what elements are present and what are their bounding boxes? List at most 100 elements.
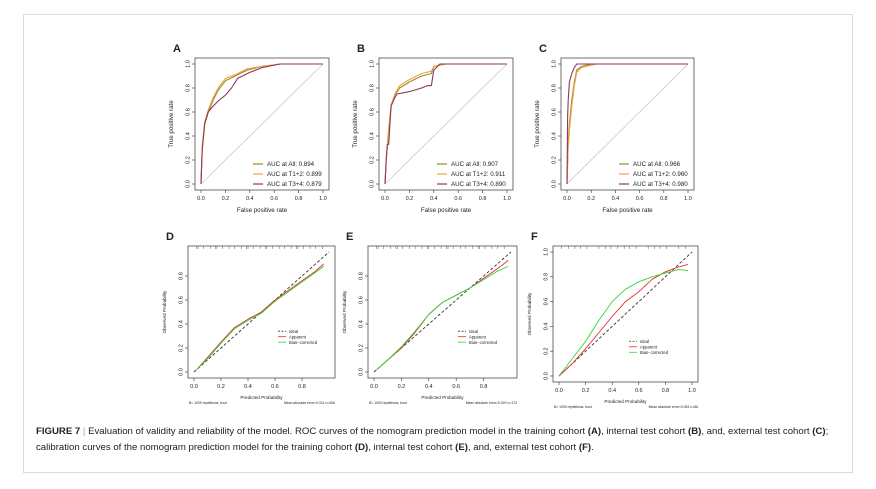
y-tick-label-c: 1.0 [551,60,557,68]
panel-letter-d: D [166,231,174,243]
series-line-f-apparent [558,263,689,377]
x-tick-label-c: 0.6 [636,196,644,202]
y-tick-label-d: 0.4 [178,320,184,328]
legend-label-c: AUC at T1+2: 0.960 [633,171,688,178]
x-axis-label-a: False positive rate [237,207,288,214]
plot-frame-e [367,245,518,379]
figure-frame [23,14,853,473]
y-tick-label-d: 0.8 [178,272,184,280]
x-tick-label-f: 0.6 [635,388,643,394]
x-tick-label-d: 0.4 [244,384,252,390]
y-tick-label-e: 0.8 [358,272,364,280]
x-tick-label-b: 0.6 [454,196,462,202]
plot-frame-a [194,57,330,191]
x-axis-label-e: Predicted Probability [421,395,464,400]
y-tick-label-b: 0.2 [369,156,375,164]
y-tick-label-d: 0.6 [178,296,184,304]
y-tick-label-f: 0.4 [543,323,549,331]
x-tick-label-d: 0.6 [271,384,279,390]
caption-label: FIGURE 7 [36,426,81,437]
series-line-e-bias-corrected [376,265,509,370]
x-tick-label-e: 0.0 [370,384,378,390]
legend-label-b: AUC at All: 0.907 [451,161,499,168]
series-line-d-apparent [196,263,324,370]
y-tick-label-e: 0.6 [358,296,364,304]
series-line-c-auc-at-t1-2 [566,63,688,185]
legend-label-e: Bias−corrected [469,340,498,345]
y-tick-label-b: 0.6 [369,108,375,116]
y-tick-label-e: 0.4 [358,320,364,328]
legend-label-f: Apparent [640,344,658,349]
y-axis-label-a: True positive rate [168,100,175,148]
y-tick-label-f: 0.6 [543,298,549,306]
x-axis-label-f: Predicted Probability [604,399,647,404]
caption-ref-d: (D) [354,442,369,453]
caption-text-5: , internal test cohort [368,442,456,453]
caption-ref-f: (F) [578,442,592,453]
reference-diagonal-a [200,63,324,185]
y-axis-label-e: Observed Probability [342,290,347,333]
plot-frame-b [378,57,514,191]
legend-label-e: Ideal [469,329,478,334]
y-tick-label-b: 1.0 [369,60,375,68]
caption-ref-e: (E) [455,442,468,453]
footer-left-e: B= 1000 repetitions, boot [369,401,407,405]
x-tick-label-e: 0.8 [480,384,488,390]
y-axis-label-b: True positive rate [352,100,359,148]
panel-letter-c: C [539,43,547,55]
legend-label-f: Ideal [640,339,649,344]
x-tick-label-f: 0.2 [582,388,590,394]
x-tick-label-a: 0.8 [295,196,303,202]
x-tick-label-d: 0.2 [217,384,225,390]
series-line-d-bias-corrected [196,266,324,370]
caption-text-6: , and, external test cohort [467,442,579,453]
x-axis-label-d: Predicted Probability [240,395,283,400]
y-tick-label-c: 0.6 [551,108,557,116]
legend-label-d: Apparent [289,334,307,339]
plot-frame-c [560,57,695,191]
y-tick-label-f: 1.0 [543,248,549,256]
x-tick-label-d: 0.8 [298,384,306,390]
legend-label-e: Apparent [469,334,487,339]
x-tick-label-a: 1.0 [319,196,327,202]
legend-label-d: Ideal [289,329,298,334]
y-tick-label-a: 0.8 [185,84,191,92]
y-tick-label-f: 0.8 [543,273,549,281]
footer-right-d: Mean absolute error=0.011 n=406 [284,401,335,405]
x-tick-label-d: 0.0 [190,384,198,390]
reference-diagonal-b [384,63,508,185]
x-tick-label-f: 0.4 [608,388,616,394]
y-tick-label-b: 0.0 [369,180,375,188]
legend-label-b: AUC at T3+4: 0.890 [451,181,506,188]
plot-frame-d [187,245,336,379]
x-axis-label-b: False positive rate [421,207,472,214]
x-tick-label-f: 1.0 [688,388,696,394]
x-tick-label-b: 0.4 [430,196,438,202]
x-tick-label-b: 0.8 [479,196,487,202]
footer-right-e: Mean absolute error=0.020 n=172 [466,401,517,405]
legend-label-c: AUC at T3+4: 0.980 [633,181,688,188]
legend-label-a: AUC at All: 0.894 [267,161,315,168]
caption-text-7: . [591,442,594,453]
y-tick-label-b: 0.4 [369,132,375,140]
y-axis-label-f: Observed Probability [527,292,532,335]
x-tick-label-c: 0.8 [660,196,668,202]
x-tick-label-b: 0.2 [406,196,414,202]
y-axis-label-d: Observed Probability [162,290,167,333]
legend-label-c: AUC at All: 0.966 [633,161,681,168]
series-line-f-ideal [558,251,693,377]
y-tick-label-a: 0.0 [185,180,191,188]
caption-text-3: , and, external test cohort [701,426,813,437]
footer-left-f: B= 1000 repetitions, boot [554,405,592,409]
x-tick-label-f: 0.0 [555,388,563,394]
panel-letter-b: B [357,43,365,55]
legend-label-a: AUC at T1+2: 0.899 [267,171,322,178]
y-tick-label-f: 0.2 [543,347,549,355]
x-tick-label-e: 0.2 [398,384,406,390]
panel-letter-f: F [531,231,538,243]
x-tick-label-e: 0.6 [452,384,460,390]
legend-label-a: AUC at T3+4: 0.879 [267,181,322,188]
x-tick-label-f: 0.8 [662,388,670,394]
y-tick-label-f: 0.0 [543,372,549,380]
y-tick-label-e: 0.2 [358,344,364,352]
